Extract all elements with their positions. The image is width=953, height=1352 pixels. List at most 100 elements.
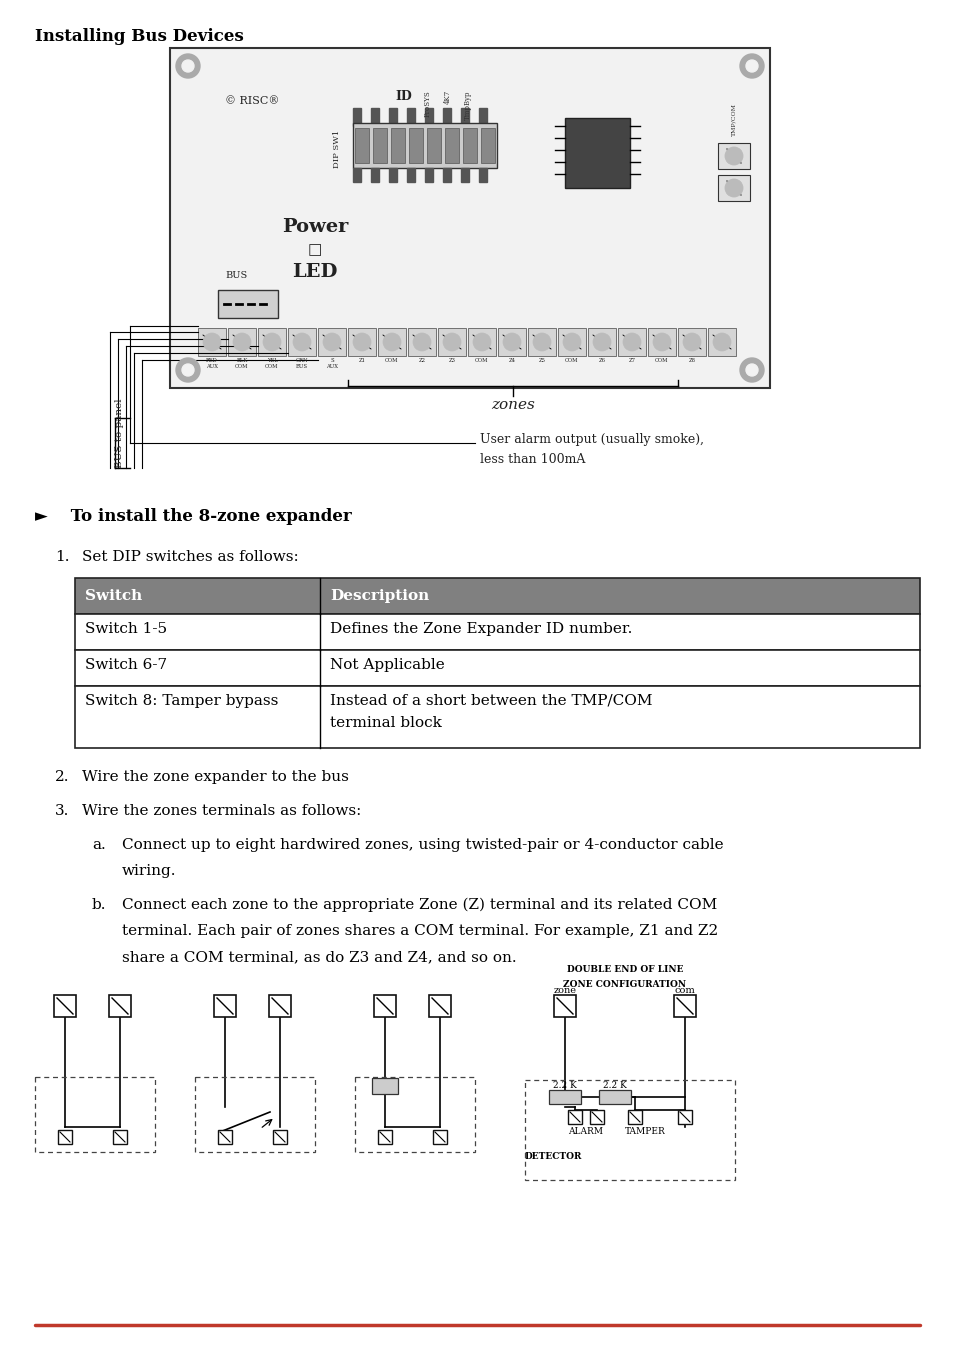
Bar [374,995,395,1017]
Circle shape [562,333,580,352]
Bar [718,174,749,201]
Text: ZONE CONFIGURATION: ZONE CONFIGURATION [563,980,686,990]
Bar [567,1110,581,1124]
Text: Switch 6-7: Switch 6-7 [85,658,167,672]
Text: com: com [674,986,695,995]
Bar [678,1110,691,1124]
Text: TMP/COM: TMP/COM [731,103,736,137]
Text: DETECTOR: DETECTOR [524,1152,581,1161]
Circle shape [323,333,340,352]
Text: YEL
COM: YEL COM [265,358,278,369]
Text: Switch 1-5: Switch 1-5 [85,622,167,635]
Bar [548,1090,580,1105]
Circle shape [682,333,700,352]
Bar [647,329,676,356]
Text: Z1: Z1 [358,358,365,362]
Bar [194,1078,314,1152]
Text: BUS to panel: BUS to panel [115,397,125,468]
Bar [437,329,465,356]
Bar [718,143,749,169]
Polygon shape [424,168,433,183]
Bar [317,329,346,356]
Circle shape [502,333,520,352]
Bar [524,1080,734,1180]
Text: Description: Description [330,589,429,603]
Text: ID: ID [395,91,412,103]
Polygon shape [442,168,451,183]
Text: COM: COM [475,358,488,362]
Text: Z6: Z6 [598,358,605,362]
Polygon shape [442,108,451,126]
Text: COM: COM [385,358,398,362]
Bar [618,329,645,356]
Text: Wire the zone expander to the bus: Wire the zone expander to the bus [82,771,349,784]
Bar [564,118,629,188]
Circle shape [712,333,730,352]
Bar [75,650,919,685]
Bar [372,1078,397,1094]
Text: a.: a. [91,838,106,852]
Text: S
AUX: S AUX [326,358,337,369]
Text: Not Applicable: Not Applicable [330,658,444,672]
Polygon shape [407,168,415,183]
Polygon shape [478,168,486,183]
Bar [269,995,291,1017]
Text: Wire the zones terminals as follows:: Wire the zones terminals as follows: [82,804,361,818]
Bar [409,128,422,164]
Bar [213,995,235,1017]
Bar [288,329,315,356]
Bar [598,1090,630,1105]
Text: © RISC®: © RISC® [225,96,279,105]
Text: Z5: Z5 [537,358,545,362]
Bar [673,995,696,1017]
Circle shape [622,333,640,352]
Polygon shape [478,108,486,126]
Text: BLK
COM: BLK COM [235,358,249,369]
Circle shape [413,333,431,352]
Text: User alarm output (usually smoke),: User alarm output (usually smoke), [479,433,703,446]
Text: Set DIP switches as follows:: Set DIP switches as follows: [82,550,298,564]
Bar [228,329,255,356]
Bar [58,1130,71,1144]
Text: ►    To install the 8-zone expander: ► To install the 8-zone expander [35,508,352,525]
Circle shape [533,333,551,352]
Text: 3.: 3. [55,804,70,818]
Text: terminal. Each pair of zones shares a COM terminal. For example, Z1 and Z2: terminal. Each pair of zones shares a CO… [122,923,718,938]
Polygon shape [353,168,360,183]
Text: Installing Bus Devices: Installing Bus Devices [35,28,244,45]
Text: ProSYS: ProSYS [423,91,432,116]
Text: Connect up to eight hardwired zones, using twisted-pair or 4-conductor cable: Connect up to eight hardwired zones, usi… [122,838,723,852]
Bar [355,128,369,164]
Text: Switch 8: Tamper bypass: Switch 8: Tamper bypass [85,694,278,708]
Circle shape [182,364,193,376]
Text: Z4: Z4 [508,358,515,362]
Text: TAMPER: TAMPER [624,1128,664,1136]
Bar [75,685,919,748]
Text: Z8: Z8 [688,358,695,362]
Text: less than 100mA: less than 100mA [479,453,585,466]
Bar [377,1130,392,1144]
Bar [348,329,375,356]
Circle shape [724,178,742,197]
Bar [497,329,525,356]
Circle shape [745,364,758,376]
Bar [627,1110,641,1124]
Circle shape [382,333,400,352]
Bar [198,329,226,356]
Text: 1.: 1. [55,550,70,564]
Text: 2.: 2. [55,771,70,784]
Circle shape [442,333,460,352]
Polygon shape [460,168,469,183]
Bar [373,128,387,164]
Polygon shape [389,108,396,126]
Text: Connect each zone to the appropriate Zone (Z) terminal and its related COM: Connect each zone to the appropriate Zon… [122,898,717,913]
Bar [468,329,496,356]
Circle shape [593,333,610,352]
Bar [527,329,556,356]
Text: zone: zone [553,986,576,995]
Text: GRN
BUS: GRN BUS [295,358,308,369]
Circle shape [263,333,281,352]
Polygon shape [353,108,360,126]
Bar [427,128,440,164]
Bar [462,128,476,164]
